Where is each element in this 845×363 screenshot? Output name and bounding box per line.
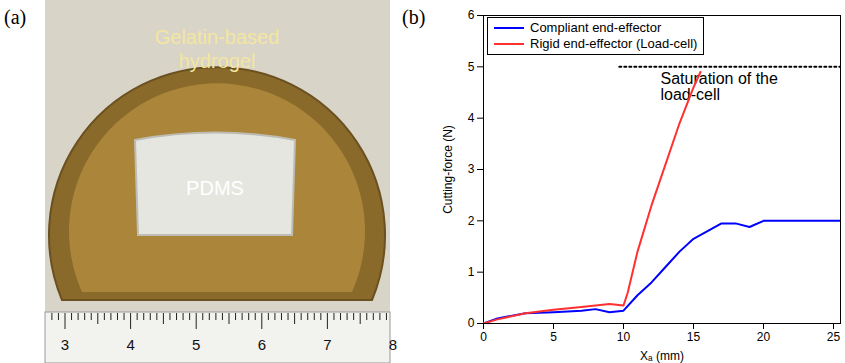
svg-text:2: 2	[468, 214, 475, 228]
svg-text:7: 7	[323, 336, 331, 353]
svg-text:PDMS: PDMS	[186, 177, 244, 199]
svg-text:10: 10	[617, 330, 631, 344]
svg-text:5: 5	[468, 60, 475, 74]
svg-text:6: 6	[468, 8, 475, 22]
html-text:(a): (a)	[4, 6, 27, 28]
svg-text:1: 1	[468, 265, 475, 279]
svg-text:8: 8	[389, 336, 397, 353]
svg-text:5: 5	[550, 330, 557, 344]
html-text:Compliant end-effector: Compliant end-effector	[530, 20, 662, 35]
svg-text:Cutting-force (N): Cutting-force (N)	[441, 125, 455, 214]
svg-text:0: 0	[468, 316, 475, 330]
svg-text:Xₐ (mm): Xₐ (mm)	[640, 349, 684, 363]
svg-text:3: 3	[61, 336, 69, 353]
svg-text:15: 15	[687, 330, 701, 344]
svg-text:Saturation of theload-cell: Saturation of theload-cell	[661, 70, 779, 103]
svg-text:0: 0	[480, 330, 487, 344]
svg-text:3: 3	[468, 162, 475, 176]
html-text:Rigid end-effector (Load-cell): Rigid end-effector (Load-cell)	[530, 36, 698, 51]
svg-text:5: 5	[192, 336, 200, 353]
svg-text:4: 4	[468, 111, 475, 125]
svg-text:6: 6	[258, 336, 266, 353]
html-text:(b): (b)	[402, 6, 426, 28]
svg-text:25: 25	[827, 330, 841, 344]
svg-text:4: 4	[126, 336, 134, 353]
svg-text:20: 20	[757, 330, 771, 344]
svg-text:Gelatin-basedhydrogel: Gelatin-basedhydrogel	[155, 26, 280, 72]
